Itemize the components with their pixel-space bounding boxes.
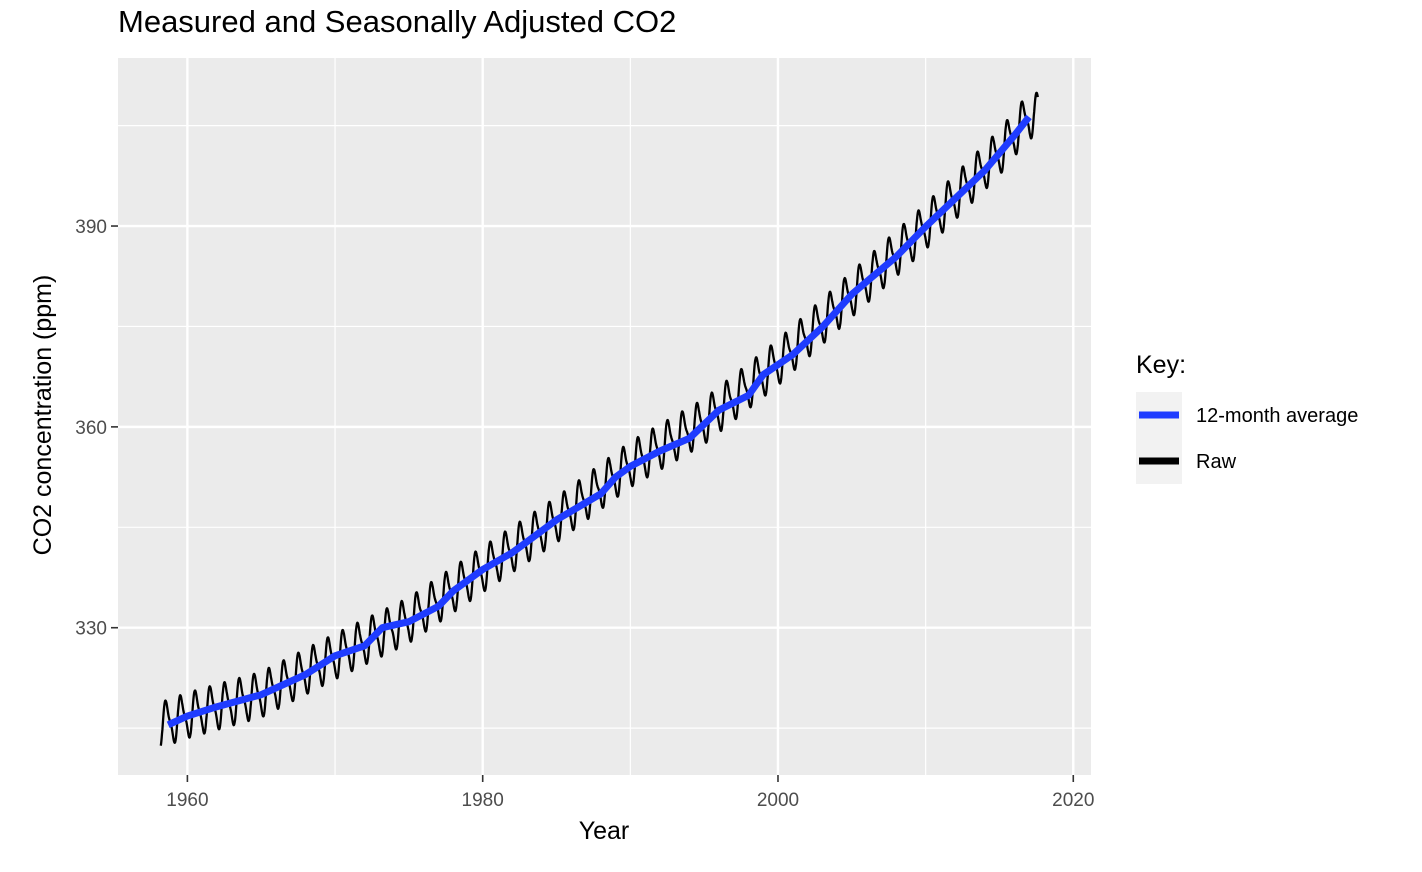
y-tick-label-390: 390	[75, 217, 107, 238]
x-tick-label-1960: 1960	[166, 790, 208, 811]
series-layer	[159, 91, 1039, 746]
legend: Key: 12-month average Raw	[1136, 351, 1358, 484]
legend-title: Key:	[1136, 351, 1186, 379]
x-tick-label-1980: 1980	[462, 790, 504, 811]
major-gridlines	[118, 58, 1091, 775]
x-axis-title: Year	[579, 817, 630, 845]
x-tick-label-2020: 2020	[1052, 790, 1094, 811]
12-month-average-line	[166, 114, 1032, 728]
minor-gridlines	[118, 58, 1091, 775]
y-tick-label-360: 360	[75, 418, 107, 439]
chart-title: Measured and Seasonally Adjusted CO2	[118, 4, 677, 39]
legend-label-12-month-average: 12-month average	[1196, 405, 1358, 427]
plot-panel	[118, 58, 1091, 775]
legend-key-background	[1136, 392, 1182, 484]
y-tick-label-330: 330	[75, 619, 107, 640]
x-tick-label-2000: 2000	[757, 790, 799, 811]
legend-label-raw: Raw	[1196, 451, 1237, 473]
y-axis-title: CO2 concentration (ppm)	[29, 275, 57, 556]
axis-ticks: 1960 1980 2000 2020 330 360 390	[75, 217, 1094, 811]
